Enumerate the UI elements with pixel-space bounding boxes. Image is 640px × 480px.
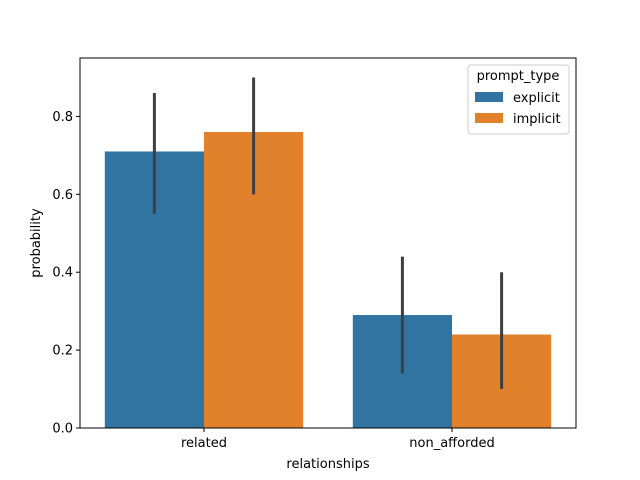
y-axis-label: probability	[29, 208, 44, 278]
y-tick-label: 0.0	[52, 422, 73, 437]
legend-label-explicit: explicit	[513, 91, 560, 106]
y-axis: 0.0 0.2 0.4 0.6 0.8	[52, 110, 80, 437]
y-tick-label: 0.4	[52, 266, 73, 281]
x-axis-label: relationships	[286, 457, 369, 472]
y-tick-label: 0.6	[52, 188, 73, 203]
x-tick-label: non_afforded	[409, 436, 494, 451]
y-tick-label: 0.8	[52, 110, 73, 125]
y-tick-label: 0.2	[52, 344, 73, 359]
x-axis: related non_afforded	[181, 428, 495, 451]
legend: prompt_type explicit implicit	[467, 64, 570, 135]
plot-frame	[79, 57, 577, 429]
legend-swatch-implicit	[475, 113, 503, 123]
bars-layer	[104, 132, 552, 428]
legend-swatch-explicit	[475, 92, 503, 102]
x-tick-label: related	[181, 436, 227, 451]
legend-title: prompt_type	[477, 69, 560, 84]
legend-label-implicit: implicit	[513, 112, 561, 127]
errorbars-layer	[152, 77, 504, 390]
